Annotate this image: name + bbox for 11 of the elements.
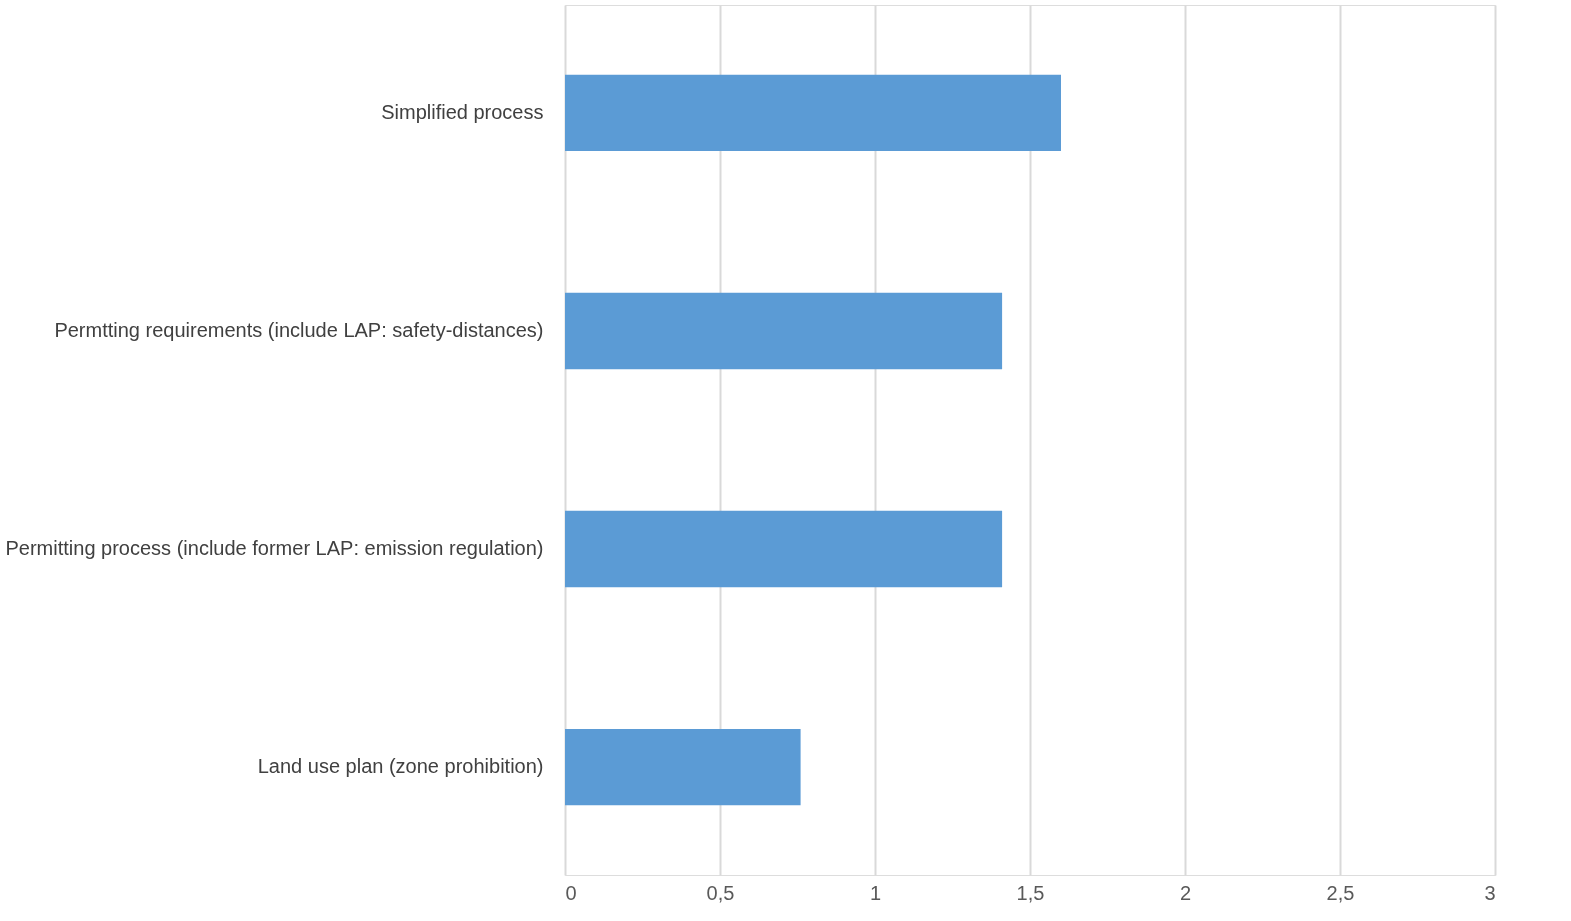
x-tick-label: 0 <box>565 881 577 904</box>
x-tick-label: 2 <box>1179 881 1192 904</box>
y-tick-label: Simplified process <box>381 100 544 123</box>
y-tick-label: Permitting process (include former LAP: emission regulation) <box>5 537 544 560</box>
x-tick-label: 3 <box>1484 881 1496 904</box>
x-tick-label: 1,5 <box>1016 881 1045 904</box>
x-tick-label: 1 <box>869 881 882 904</box>
x-tick-label: 0,5 <box>706 881 735 904</box>
x-tick-label: 2,5 <box>1326 881 1355 904</box>
y-tick-label: Land use plan (zone prohibition) <box>257 755 544 778</box>
y-tick-label: Permtting requirements (include LAP: safety-distances) <box>54 318 544 341</box>
